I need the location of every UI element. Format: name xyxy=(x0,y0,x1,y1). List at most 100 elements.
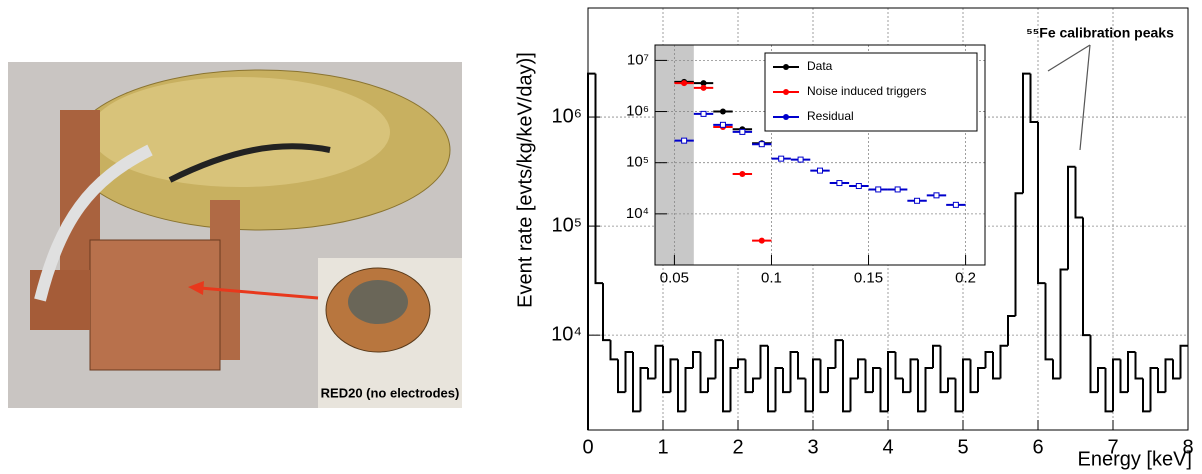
histogram-bin xyxy=(729,366,738,412)
histogram-bin xyxy=(692,351,701,368)
histogram-bin xyxy=(842,340,851,413)
histogram-bin xyxy=(1112,358,1121,412)
histogram-bin xyxy=(939,345,948,394)
histogram-bin xyxy=(1157,367,1166,394)
marker xyxy=(894,186,901,193)
histogram-bin xyxy=(1082,217,1091,337)
copper-block xyxy=(30,270,90,330)
histogram-bin xyxy=(864,359,873,394)
histogram-bin xyxy=(879,367,888,413)
annotation: ⁵⁵Fe calibration peaks xyxy=(1026,25,1174,41)
histogram-bin xyxy=(677,359,686,413)
histogram-bin xyxy=(924,366,933,412)
detector-crystal xyxy=(348,280,408,324)
histogram-bin xyxy=(1022,72,1031,194)
x-tick-label: 0 xyxy=(582,436,593,458)
legend-marker xyxy=(783,89,789,95)
histogram-bin xyxy=(962,358,971,412)
photo-caption: RED20 (no electrodes) xyxy=(321,385,460,400)
x-tick-label: 0.2 xyxy=(955,269,976,286)
marker xyxy=(817,167,823,174)
histogram-bin xyxy=(819,359,828,394)
histogram-bin xyxy=(759,344,768,379)
y-axis-label: Event rate [evts/kg/keV/day)] xyxy=(514,52,536,308)
histogram-bin xyxy=(917,359,926,413)
histogram-bin xyxy=(894,352,903,380)
x-tick-label: 0.1 xyxy=(761,269,782,286)
histogram-bin xyxy=(774,366,783,412)
histogram-bin xyxy=(1149,366,1158,412)
histogram-bin xyxy=(1089,335,1098,394)
histogram-bin xyxy=(617,359,626,394)
histogram-bin xyxy=(812,358,821,412)
histogram-bin xyxy=(632,352,641,413)
legend-label: Data xyxy=(807,59,833,73)
histogram-bin xyxy=(887,351,896,412)
marker xyxy=(758,237,765,244)
marker xyxy=(719,108,726,115)
histogram-bin xyxy=(1142,378,1151,413)
histogram-bin xyxy=(684,366,693,412)
histogram-bin xyxy=(1029,73,1038,124)
y-tick-label: 10⁶ xyxy=(626,103,649,120)
histogram-bin xyxy=(707,377,716,393)
marker xyxy=(914,197,921,204)
histogram-bin xyxy=(647,367,656,380)
marker xyxy=(933,192,940,199)
histogram-bin xyxy=(872,366,881,393)
histogram-bin xyxy=(602,283,611,342)
x-axis-label: Energy [keV] xyxy=(1077,448,1192,470)
x-tick-label: 4 xyxy=(882,436,893,458)
arrow xyxy=(1047,44,1091,72)
histogram-bin xyxy=(1134,352,1143,380)
histogram-bin xyxy=(1014,192,1023,316)
marker xyxy=(875,186,882,193)
legend-marker xyxy=(783,64,789,70)
marker xyxy=(952,201,959,208)
x-tick-label: 8 xyxy=(1182,436,1193,458)
marker xyxy=(700,80,707,87)
histogram-bin xyxy=(714,339,723,379)
histogram-bin xyxy=(977,366,986,393)
marker xyxy=(719,121,726,128)
histogram-bin xyxy=(789,351,798,393)
marker xyxy=(700,110,707,117)
histogram-bin xyxy=(699,352,708,394)
y-tick-label: 10⁷ xyxy=(627,51,649,68)
histogram-bin xyxy=(1074,166,1083,219)
histogram-bin xyxy=(932,344,941,368)
histogram-bin xyxy=(1044,283,1053,361)
marker xyxy=(855,183,862,190)
histogram-bin xyxy=(1067,165,1076,270)
histogram-bin xyxy=(609,340,618,361)
photo: RED20 (no electrodes) xyxy=(8,62,462,408)
marker xyxy=(681,137,688,144)
marker xyxy=(836,180,843,187)
gold-disc-top xyxy=(90,77,390,187)
marker xyxy=(797,156,804,163)
marker xyxy=(778,155,785,162)
histogram-bin xyxy=(594,73,603,285)
y-tick-label: 10⁵ xyxy=(551,214,582,236)
y-tick-label: 10⁴ xyxy=(551,323,582,345)
histogram-bin xyxy=(1172,359,1181,380)
histogram-bin xyxy=(1164,358,1173,393)
y-tick-label: 10⁵ xyxy=(626,154,649,171)
histogram-bin xyxy=(1059,268,1068,379)
histogram-bin xyxy=(834,339,843,368)
annotation-arrows xyxy=(1047,44,1091,151)
plot-frame xyxy=(587,7,1189,431)
histogram-bin xyxy=(857,358,866,379)
legend-label: Noise induced triggers xyxy=(807,84,926,98)
copper-block xyxy=(89,239,221,371)
x-tick-label: 1 xyxy=(657,436,668,458)
marker xyxy=(739,171,746,178)
histogram-bin xyxy=(804,378,813,413)
histogram-bin xyxy=(797,352,806,380)
histogram-bin xyxy=(782,367,791,394)
histogram-bin xyxy=(1097,366,1106,393)
arrow xyxy=(1079,44,1091,151)
histogram-bin xyxy=(752,377,761,393)
histogram-bin xyxy=(662,345,671,394)
